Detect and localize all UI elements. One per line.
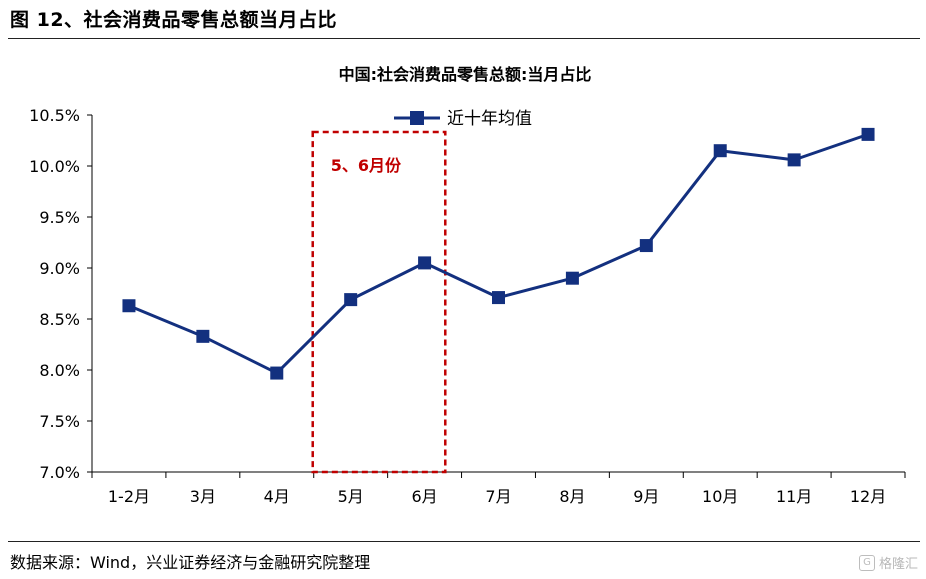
legend-series-label: 近十年均值 (447, 109, 532, 129)
title-divider (8, 38, 920, 39)
source-note: 数据来源：Wind，兴业证券经济与金融研究院整理 (10, 553, 371, 572)
series-point (418, 256, 432, 270)
highlight-label: 5、6月份 (331, 156, 402, 175)
g-logo-icon: G (858, 554, 875, 571)
x-tick-label: 12月 (850, 487, 886, 506)
chart-canvas: 中国:社会消费品零售总额:当月占比 近十年均值 7.0% 7.5% 8.0% 8.5%… (29, 65, 906, 506)
y-tick-label: 8.0% (39, 361, 80, 380)
x-tick-label: 7月 (485, 487, 511, 506)
series-point (565, 271, 579, 285)
x-tick-label: 5月 (338, 487, 364, 506)
watermark: G 格隆汇 (858, 553, 918, 572)
footer-divider (8, 541, 920, 542)
legend: 近十年均值 (394, 109, 532, 129)
y-tick-label: 10.0% (29, 157, 80, 176)
watermark-text: 格隆汇 (878, 557, 918, 572)
y-tick-label: 8.5% (39, 310, 80, 329)
legend-series-marker (410, 111, 424, 125)
series-point (787, 153, 801, 167)
series-group (122, 127, 875, 380)
series-point (861, 127, 875, 141)
chart-title: 中国:社会消费品零售总额:当月占比 (339, 65, 592, 84)
axes: 7.0% 7.5% 8.0% 8.5% 9.0% 9.5% 10.0% 10.5% 1-2月 3月… (29, 106, 906, 506)
x-tick-label: 6月 (411, 487, 437, 506)
series-point (713, 144, 727, 158)
x-tick-label: 8月 (559, 487, 585, 506)
x-tick-label: 10月 (702, 487, 738, 506)
x-tick-label: 11月 (776, 487, 812, 506)
y-tick-label: 9.0% (39, 259, 80, 278)
y-tick-label: 10.5% (29, 106, 80, 125)
highlight-box (311, 130, 447, 474)
y-tick-label: 7.5% (39, 412, 80, 431)
x-tick-label: 1-2月 (108, 487, 150, 506)
series-line (128, 132, 869, 375)
highlight-annotation: 5、6月份 (311, 130, 447, 474)
x-tick-label: 4月 (264, 487, 290, 506)
x-tick-label: 9月 (633, 487, 659, 506)
figure-title: 图 12、社会消费品零售总额当月占比 (10, 9, 338, 31)
series-point (196, 329, 210, 343)
series-point (639, 239, 653, 253)
series-point (492, 291, 505, 305)
x-tick-label: 3月 (190, 487, 216, 506)
y-tick-label: 9.5% (39, 208, 80, 227)
series-point (122, 299, 136, 313)
y-tick-label: 7.0% (39, 463, 80, 482)
series-point (344, 293, 358, 307)
series-point (270, 366, 284, 380)
